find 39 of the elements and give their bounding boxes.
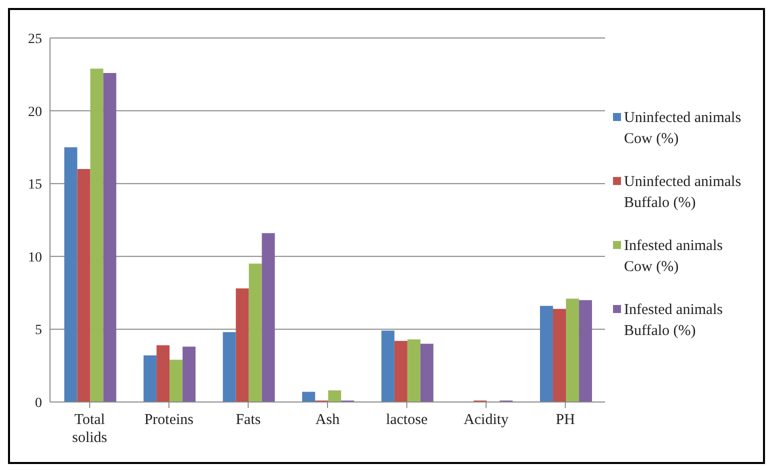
x-tick-label: lactose xyxy=(386,412,428,428)
bar xyxy=(566,298,579,402)
y-tick-label: 10 xyxy=(28,250,42,266)
y-tick-label: 25 xyxy=(28,32,42,47)
bar xyxy=(236,288,249,402)
bar xyxy=(578,300,592,402)
legend-label: Infested animals Buffalo (%) xyxy=(624,301,724,341)
x-tick-label: PH xyxy=(556,412,576,428)
bar xyxy=(90,68,104,402)
x-tick-label: Fats xyxy=(236,412,261,428)
bar xyxy=(540,306,553,402)
bar xyxy=(103,72,116,402)
x-tick-label: Acidity xyxy=(464,412,510,428)
x-tick-label: Proteins xyxy=(144,412,194,428)
y-tick-label: 0 xyxy=(35,396,42,411)
y-tick-label: 20 xyxy=(28,104,42,120)
legend-label: Uninfected animals Buffalo (%) xyxy=(624,173,742,213)
x-tick-label: Total solids xyxy=(72,412,108,446)
bar xyxy=(248,264,262,402)
bar xyxy=(222,332,236,402)
bar xyxy=(182,346,196,402)
bar xyxy=(381,330,394,402)
bar xyxy=(552,308,566,402)
y-tick-label: 5 xyxy=(35,323,42,338)
legend-label: Infested animals Cow (%) xyxy=(624,237,724,277)
bar xyxy=(302,392,316,402)
legend-label: Uninfected animals Cow (%) xyxy=(624,109,742,149)
bar xyxy=(156,345,170,402)
bar xyxy=(407,339,420,402)
bar xyxy=(262,233,275,402)
bar xyxy=(77,169,90,402)
bar xyxy=(328,390,342,402)
bar xyxy=(64,147,78,402)
bar xyxy=(394,340,408,402)
bar xyxy=(420,344,434,402)
x-tick-label: Ash xyxy=(315,412,340,428)
y-tick-label: 15 xyxy=(28,178,42,193)
bar xyxy=(170,360,183,402)
bar xyxy=(144,355,157,402)
